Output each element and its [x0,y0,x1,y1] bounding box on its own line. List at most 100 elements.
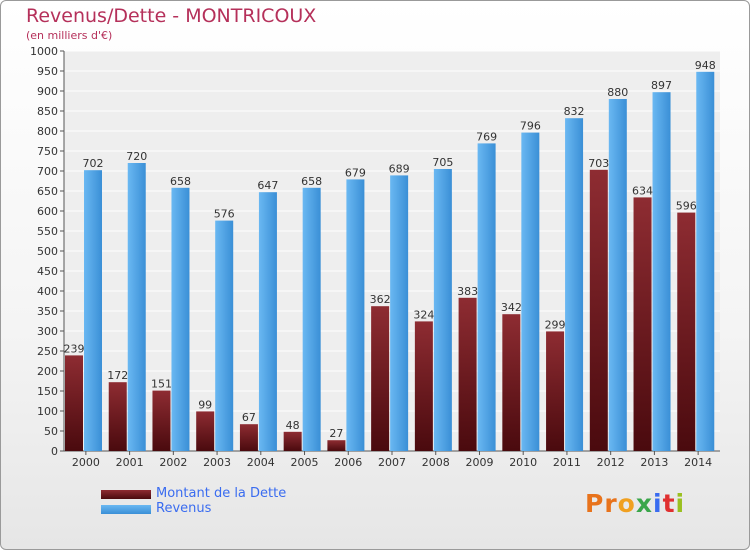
data-label-revenus: 647 [257,179,278,192]
bar-dette [589,169,608,452]
x-tick-label: 2007 [378,456,406,469]
legend-label-revenus: Revenus [156,501,212,516]
x-tick-label: 2004 [247,456,275,469]
bar-dette [546,331,565,451]
y-tick-label: 500 [37,245,58,258]
bar-revenus [302,187,321,452]
data-label-revenus: 832 [564,105,585,118]
x-tick-label: 2011 [553,456,581,469]
legend-swatch-revenus [101,505,151,514]
y-tick-label: 600 [37,205,58,218]
y-tick-label: 700 [37,165,58,178]
data-label-dette: 67 [242,411,256,424]
proxiti-logo: Proxiti [585,489,686,518]
legend-swatch-dette [101,490,151,499]
data-label-revenus: 796 [520,120,541,133]
x-tick-label: 2001 [116,456,144,469]
data-label-revenus: 679 [345,166,366,179]
y-tick-label: 950 [37,65,58,78]
data-label-dette: 99 [198,398,212,411]
x-tick-label: 2006 [334,456,362,469]
bar-dette [283,431,302,451]
bar-dette [414,321,433,451]
data-label-revenus: 705 [432,156,453,169]
x-tick-label: 2005 [291,456,319,469]
x-tick-label: 2010 [509,456,537,469]
data-label-dette: 151 [151,378,172,391]
y-tick-label: 450 [37,265,58,278]
data-label-revenus: 658 [301,175,322,188]
y-tick-label: 200 [37,365,58,378]
y-tick-label: 850 [37,105,58,118]
y-tick-label: 900 [37,85,58,98]
y-tick-label: 550 [37,225,58,238]
bar-dette [65,355,83,451]
data-label-dette: 342 [501,301,522,314]
bar-revenus [477,143,496,451]
bar-dette [196,411,215,451]
bar-dette [239,424,258,451]
y-tick-label: 0 [51,445,58,458]
data-label-dette: 596 [676,200,697,213]
bar-revenus [521,132,540,451]
data-label-revenus: 720 [126,150,147,163]
data-label-revenus: 576 [214,208,235,221]
data-label-dette: 324 [413,308,434,321]
bar-revenus [652,92,671,451]
y-tick-label: 750 [37,145,58,158]
y-tick-label: 400 [37,285,58,298]
legend-label-dette: Montant de la Dette [156,486,287,501]
bar-revenus [127,163,146,451]
data-label-dette: 634 [632,184,653,197]
data-label-dette: 362 [370,293,391,306]
data-label-revenus: 702 [83,157,104,170]
y-tick-label: 300 [37,325,58,338]
data-label-revenus: 689 [389,162,410,175]
bar-dette [371,306,390,451]
bar-revenus [433,169,452,451]
data-label-dette: 239 [64,342,85,355]
data-label-dette: 172 [107,369,128,382]
chart-title: Revenus/Dette - MONTRICOUX [26,5,317,27]
x-tick-label: 2003 [203,456,231,469]
y-tick-label: 150 [37,385,58,398]
data-label-revenus: 658 [170,175,191,188]
bar-revenus [171,187,190,452]
y-tick-label: 350 [37,305,58,318]
data-label-revenus: 948 [695,59,716,72]
y-tick-label: 800 [37,125,58,138]
bar-revenus [390,175,409,451]
bar-revenus [565,118,584,451]
data-label-revenus: 769 [476,130,497,143]
bar-dette [108,382,127,451]
bar-chart: 0 50 100 150 200 250 300 350 400 450 500 550 600 650 7… [30,45,720,469]
bar-dette [633,197,652,451]
x-tick-label: 2009 [465,456,493,469]
bar-dette [458,297,477,451]
bar-revenus [215,220,234,451]
x-tick-label: 2013 [640,456,668,469]
bar-revenus [696,71,715,452]
chart-subtitle: (en milliers d'€) [26,29,113,42]
y-tick-label: 100 [37,405,58,418]
x-tick-label: 2008 [422,456,450,469]
y-tick-label: 1000 [30,45,58,58]
bar-dette [152,390,171,451]
data-label-dette: 27 [329,427,343,440]
data-label-revenus: 897 [651,79,672,92]
data-label-dette: 383 [457,285,478,298]
bar-dette [677,212,696,451]
bar-dette [502,314,521,451]
bar-revenus [258,192,277,451]
x-tick-label: 2000 [72,456,100,469]
data-label-dette: 299 [545,318,566,331]
bar-revenus [608,99,627,451]
y-tick-label: 50 [44,425,58,438]
y-tick-label: 650 [37,185,58,198]
data-label-dette: 48 [286,419,300,432]
bar-revenus [346,179,365,451]
data-label-dette: 703 [588,157,609,170]
x-tick-label: 2002 [159,456,187,469]
bar-revenus [84,170,102,451]
